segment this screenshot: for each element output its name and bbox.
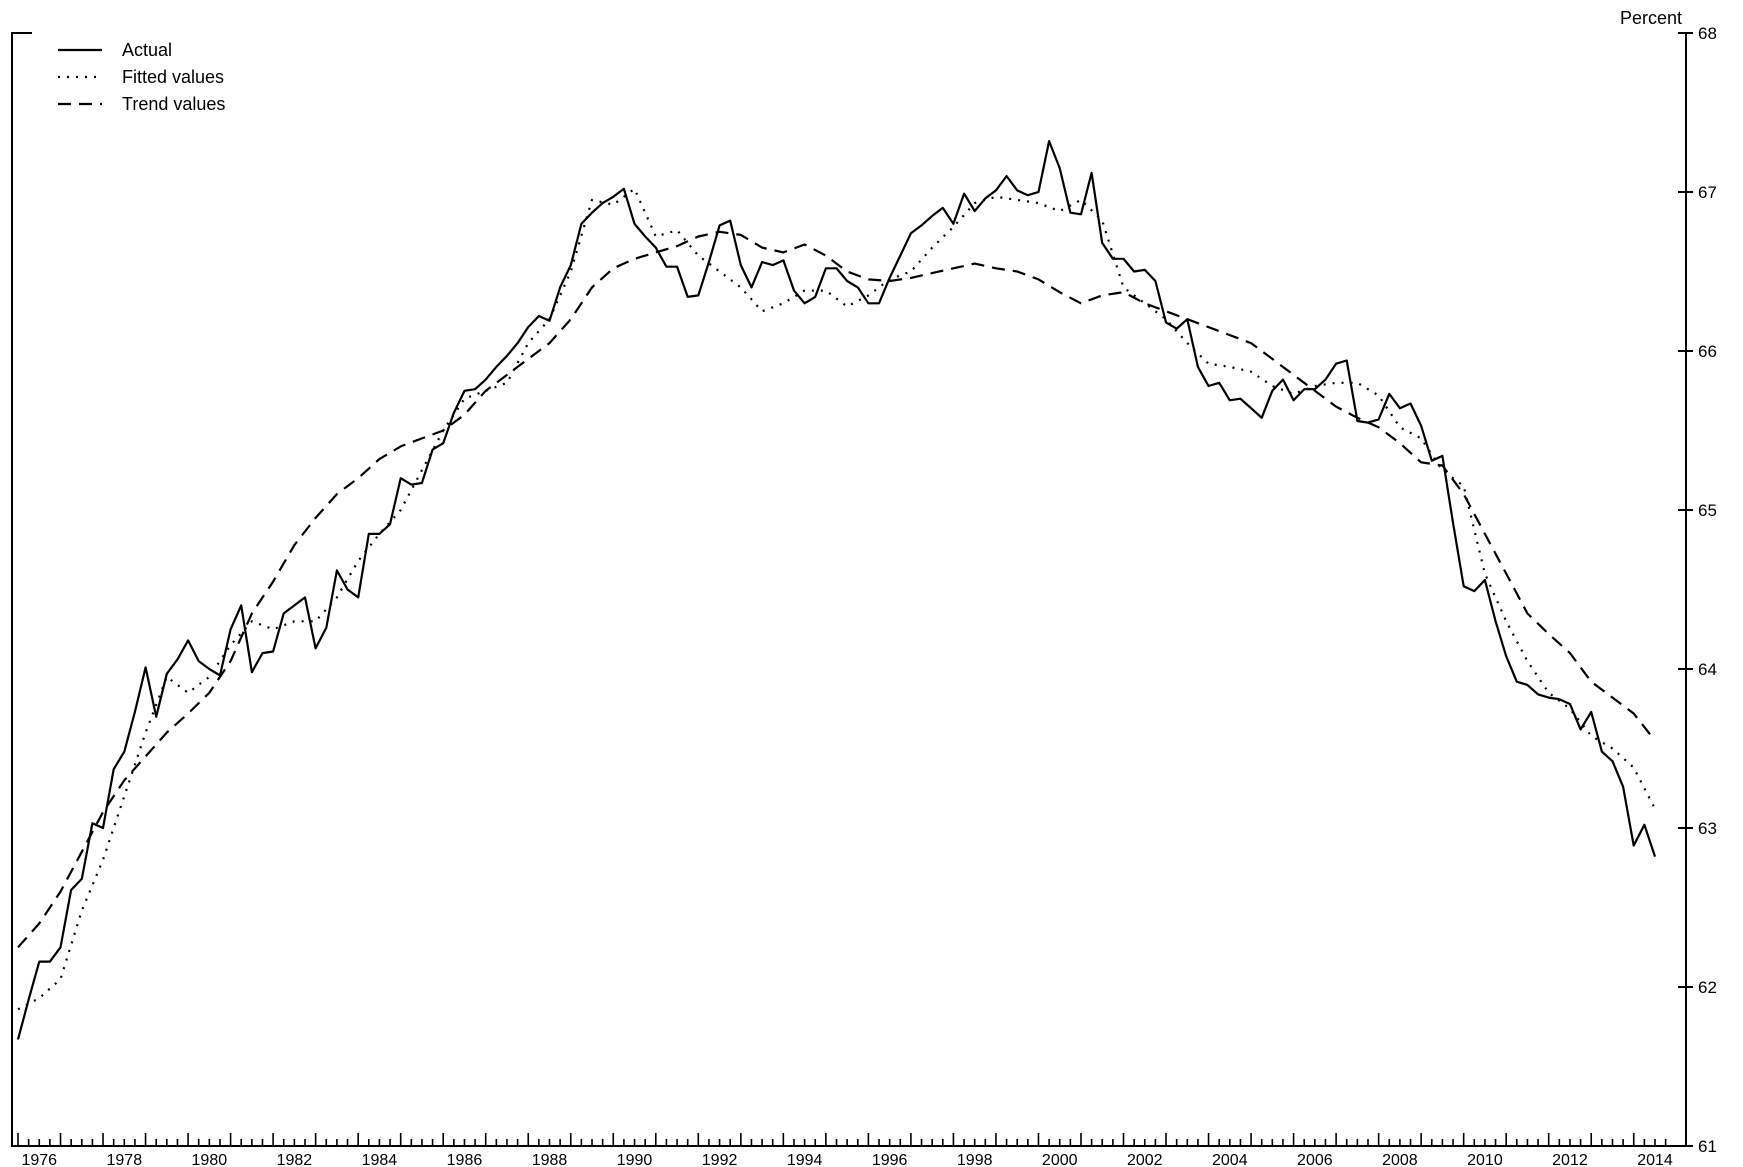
x-tick-label: 2000 bbox=[1042, 1152, 1078, 1167]
x-tick-label: 1984 bbox=[362, 1152, 398, 1167]
y-tick-label: 64 bbox=[1698, 660, 1717, 679]
y-tick-label: 62 bbox=[1698, 978, 1717, 997]
legend-label: Trend values bbox=[122, 94, 225, 114]
x-tick-label: 2004 bbox=[1212, 1152, 1248, 1167]
y-tick-label: 67 bbox=[1698, 183, 1717, 202]
x-tick-label: 1998 bbox=[957, 1152, 993, 1167]
series-line-trend-values bbox=[17, 230, 1656, 949]
x-tick-label: 1986 bbox=[447, 1152, 483, 1167]
y-axis-label: Percent bbox=[1620, 8, 1682, 28]
x-tick-label: 1992 bbox=[702, 1152, 738, 1167]
axis-frame bbox=[11, 32, 1687, 1147]
x-tick-label: 1990 bbox=[617, 1152, 653, 1167]
series-line-actual bbox=[16, 140, 1657, 1040]
x-tick-label: 1994 bbox=[787, 1152, 823, 1167]
x-tick-label: 2014 bbox=[1637, 1152, 1673, 1167]
series-line-fitted-values bbox=[17, 187, 1656, 1011]
y-tick-label: 65 bbox=[1698, 501, 1717, 520]
legend-label: Fitted values bbox=[122, 67, 224, 87]
y-tick-label: 61 bbox=[1698, 1137, 1717, 1156]
x-tick-label: 1980 bbox=[192, 1152, 228, 1167]
x-tick-label: 2012 bbox=[1552, 1152, 1588, 1167]
x-tick-label: 2010 bbox=[1467, 1152, 1503, 1167]
x-tick-label: 1988 bbox=[532, 1152, 568, 1167]
plot-frame bbox=[11, 32, 1687, 1147]
y-tick-label: 63 bbox=[1698, 819, 1717, 838]
x-tick-label: 2006 bbox=[1297, 1152, 1333, 1167]
y-tick-label: 68 bbox=[1698, 24, 1717, 43]
x-tick-label: 2002 bbox=[1127, 1152, 1163, 1167]
x-tick-label: 1976 bbox=[21, 1152, 57, 1167]
legend: Actual Fitted values Trend values bbox=[58, 40, 225, 114]
y-tick-label: 66 bbox=[1698, 342, 1717, 361]
series-lines bbox=[16, 140, 1657, 1040]
legend-label: Actual bbox=[122, 40, 172, 60]
x-tick-label: 2008 bbox=[1382, 1152, 1418, 1167]
axis-ticks: 61 62 63 64 65 66 67 68 1976 1978 1980 1982 1984 1986… bbox=[17, 24, 1717, 1167]
x-tick-label: 1978 bbox=[107, 1152, 143, 1167]
x-tick-label: 1996 bbox=[872, 1152, 908, 1167]
x-tick-label: 1982 bbox=[277, 1152, 313, 1167]
